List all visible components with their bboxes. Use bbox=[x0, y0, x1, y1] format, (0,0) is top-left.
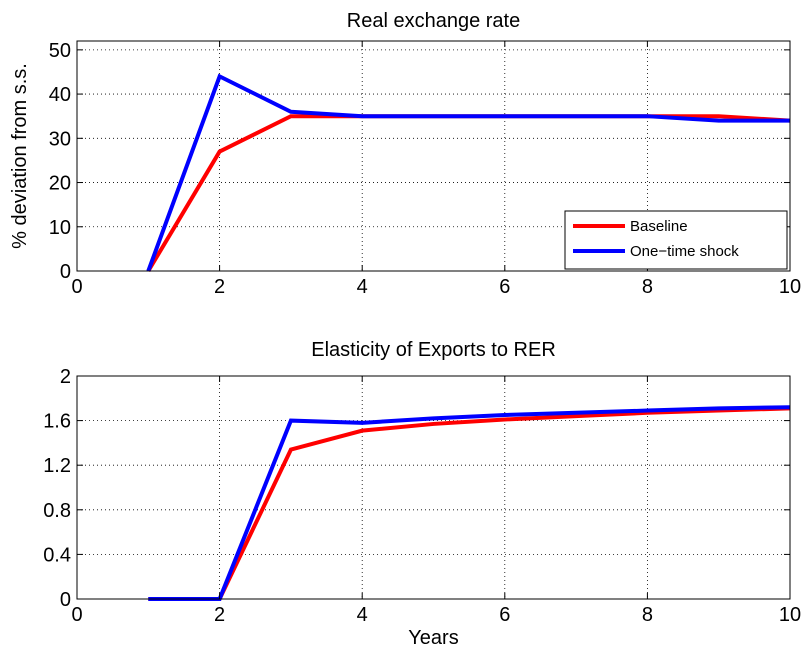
y-tick-label: 2 bbox=[60, 366, 71, 388]
series-line-1 bbox=[148, 407, 790, 599]
x-tick-label: 6 bbox=[499, 276, 510, 298]
series-line-0 bbox=[148, 408, 790, 599]
y-tick-label: 10 bbox=[49, 217, 71, 239]
x-tick-label: 4 bbox=[357, 604, 368, 626]
y-tick-label: 0 bbox=[60, 589, 71, 611]
chart-title: Real exchange rate bbox=[347, 10, 520, 32]
legend-label-0: Baseline bbox=[630, 218, 688, 235]
x-axis-label: Years bbox=[408, 627, 458, 649]
y-tick-label: 40 bbox=[49, 84, 71, 106]
x-tick-label: 6 bbox=[499, 604, 510, 626]
y-tick-label: 1.2 bbox=[43, 455, 71, 477]
y-tick-label: 0.4 bbox=[43, 544, 71, 566]
y-tick-label: 30 bbox=[49, 128, 71, 150]
x-tick-label: 10 bbox=[779, 276, 801, 298]
y-tick-label: 0 bbox=[60, 261, 71, 283]
legend: Baseline One−time shock bbox=[565, 211, 787, 269]
x-tick-label: 2 bbox=[214, 604, 225, 626]
panel-real-exchange-rate: 0 2 4 6 8 10 0 10 20 30 40 50 Real exchange rate % de… bbox=[9, 10, 801, 298]
x-tick-label: 8 bbox=[642, 604, 653, 626]
y-tick-label: 50 bbox=[49, 40, 71, 62]
x-tick-label: 0 bbox=[71, 276, 82, 298]
y-tick-label: 20 bbox=[49, 173, 71, 195]
x-tick-label: 8 bbox=[642, 276, 653, 298]
y-tick-label: 0.8 bbox=[43, 500, 71, 522]
legend-label-1: One−time shock bbox=[630, 243, 739, 260]
chart-title: Elasticity of Exports to RER bbox=[311, 339, 556, 361]
y-axis-label: % deviation from s.s. bbox=[9, 63, 31, 249]
y-tick-label: 1.6 bbox=[43, 411, 71, 433]
x-tick-label: 4 bbox=[357, 276, 368, 298]
panel-elasticity-exports: 0 2 4 6 8 10 0 0.4 0.8 1.2 1.6 2 Elasticity of Expor… bbox=[43, 339, 801, 649]
x-tick-label: 10 bbox=[779, 604, 801, 626]
x-tick-label: 0 bbox=[71, 604, 82, 626]
x-tick-label: 2 bbox=[214, 276, 225, 298]
